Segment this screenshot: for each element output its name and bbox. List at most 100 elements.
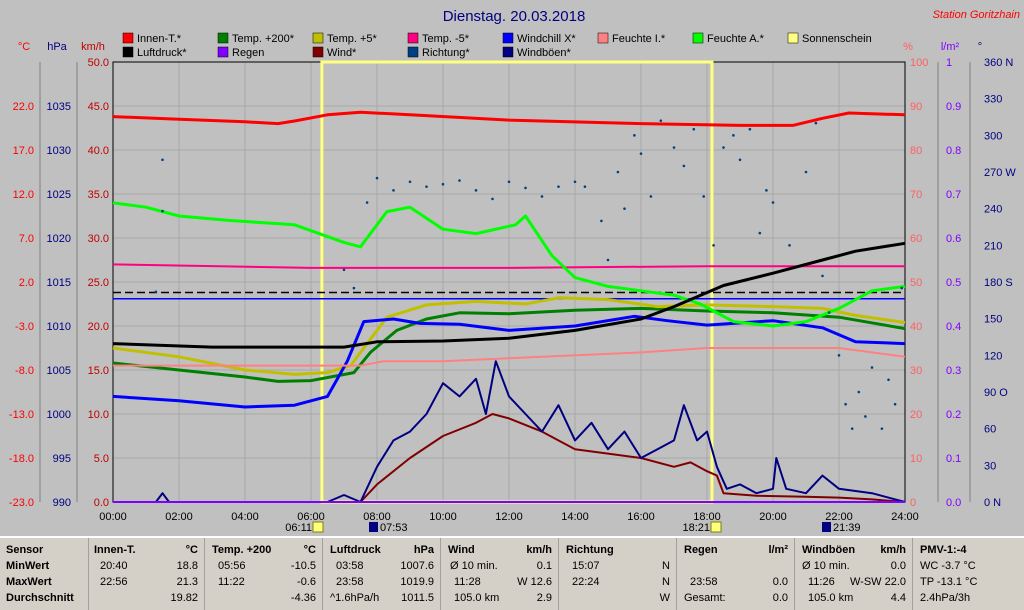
series-line xyxy=(113,347,906,367)
scatter-point xyxy=(738,158,742,162)
luftdruck-max-time: 23:58 xyxy=(336,576,364,588)
scatter-point xyxy=(893,402,897,406)
tick-x: 18:00 xyxy=(693,511,721,523)
scatter-point xyxy=(474,189,478,192)
tick-x: 22:00 xyxy=(825,511,853,523)
axes: 22.0 17.0 12.0 7.0 2.0 -3.0 -8.0 -13.0 -18.0 -23.… xyxy=(9,57,1016,523)
scatter-point xyxy=(606,258,610,262)
regen-total-val: 0.0 xyxy=(772,592,788,604)
scatter-point xyxy=(425,185,428,188)
scatter-point xyxy=(507,180,511,184)
sunrise-time: 06:11 xyxy=(285,522,312,534)
col-temp200: Temp. +200 °C 05:56 -10.5 11:22 -0.6 -4.36 xyxy=(204,538,323,610)
unit-hpa: hPa xyxy=(47,41,67,53)
tick-deg: 150 xyxy=(984,314,1002,326)
legend-swatch xyxy=(407,32,419,44)
temp200-min-val: -10.5 xyxy=(290,560,316,572)
luftdruck-max-val: 1019.9 xyxy=(400,576,434,588)
wind-avg-val: 2.9 xyxy=(536,592,552,604)
hdr-regen: Regen xyxy=(684,544,718,556)
innen-max-val: 21.3 xyxy=(176,576,198,588)
col-innen: Innen-T. °C 20:40 18.8 22:56 21.3 19.82 xyxy=(88,538,205,610)
temp200-avg-val: -4.36 xyxy=(290,592,316,604)
legend-swatch xyxy=(502,46,514,58)
wind-max-time: 11:28 xyxy=(454,576,481,588)
tick-deg: 330 xyxy=(984,94,1002,106)
luftdruck-trend: ^1.6hPa/h xyxy=(330,592,380,604)
unit-boeen: km/h xyxy=(880,544,906,556)
scatter-point xyxy=(491,197,494,201)
series-line xyxy=(112,201,906,328)
legend-label: Windchill X* xyxy=(517,33,576,45)
unit-pct: % xyxy=(903,41,913,53)
richtung-min-time: 15:07 xyxy=(572,560,600,572)
scatter-point xyxy=(702,195,705,198)
tick-hpa: 1000 xyxy=(47,409,71,421)
boeen-min-label: Ø 10 min. xyxy=(802,560,850,572)
pmv-wc: WC -3.7 °C xyxy=(920,560,976,572)
hdr-pmv: PMV-1:-4 xyxy=(920,544,967,556)
scatter-point xyxy=(758,231,762,235)
legend-swatch xyxy=(122,46,134,58)
tick-temp: -8.0 xyxy=(15,365,34,377)
pmv-tp: TP -13.1 °C xyxy=(920,576,978,588)
tick-temp: 7.0 xyxy=(19,233,34,245)
scatter-point xyxy=(633,134,636,137)
lbl-avg: Durchschnitt xyxy=(6,592,74,604)
regen-total-label: Gesamt: xyxy=(684,592,726,604)
hdr-richtung: Richtung xyxy=(566,544,614,556)
tick-hpa: 1010 xyxy=(47,321,71,333)
tick-x: 16:00 xyxy=(627,511,655,523)
legend-label: Feuchte A.* xyxy=(707,33,765,45)
richtung-scatter xyxy=(154,119,903,430)
legend-swatch xyxy=(597,32,609,44)
wind-distance: 105.0 km xyxy=(454,592,500,604)
scatter-point xyxy=(850,427,854,430)
tick-kmh: 25.0 xyxy=(88,277,109,289)
scatter-point xyxy=(748,127,752,131)
tick-lm2: 0.2 xyxy=(946,409,961,421)
scatter-point xyxy=(649,195,653,198)
moonrise-icon xyxy=(369,522,378,532)
scatter-point xyxy=(722,146,725,149)
stats-table: Sensor MinWert MaxWert Durchschnitt Inne… xyxy=(0,536,1024,610)
tick-pct: 80 xyxy=(910,145,922,157)
scatter-point xyxy=(712,244,715,247)
scatter-point xyxy=(659,119,663,122)
luftdruck-min-time: 03:58 xyxy=(336,560,364,572)
tick-x: 12:00 xyxy=(495,511,523,523)
boeen-max-time: 11:26 xyxy=(808,576,835,588)
legend-swatch xyxy=(787,32,799,44)
tick-hpa: 1025 xyxy=(47,189,71,201)
tick-kmh: 35.0 xyxy=(88,189,109,201)
tick-hpa: 1015 xyxy=(47,277,71,289)
tick-lm2: 0.0 xyxy=(946,497,961,509)
legend-swatch xyxy=(312,32,324,44)
unit-innen: °C xyxy=(185,544,198,556)
legend-label: Feuchte I.* xyxy=(612,33,666,45)
tick-x: 20:00 xyxy=(759,511,787,523)
scatter-point xyxy=(864,415,867,418)
series-line xyxy=(112,263,905,269)
legend-label: Richtung* xyxy=(422,47,470,59)
scatter-point xyxy=(887,378,890,382)
tick-x: 08:00 xyxy=(363,511,391,523)
hdr-temp200: Temp. +200 xyxy=(212,544,272,556)
scatter-point xyxy=(821,274,824,278)
tick-deg: 120 xyxy=(984,350,1002,362)
tick-kmh: 40.0 xyxy=(88,145,109,157)
scatter-point xyxy=(392,189,395,192)
legend-label: Wind* xyxy=(327,47,357,59)
regen-max-val: 0.0 xyxy=(772,576,788,588)
tick-deg: 360 N xyxy=(984,57,1013,69)
scatter-point xyxy=(870,366,874,369)
richtung-min-val: N xyxy=(662,560,670,572)
legend-swatch xyxy=(122,32,134,44)
scatter-point xyxy=(771,201,775,204)
moonset-time: 21:39 xyxy=(833,522,861,534)
tick-kmh: 5.0 xyxy=(94,453,109,465)
legend-label: Luftdruck* xyxy=(137,47,187,59)
tick-kmh: 45.0 xyxy=(88,101,109,113)
tick-lm2: 0.3 xyxy=(946,365,961,377)
tick-kmh: 50.0 xyxy=(88,57,109,69)
